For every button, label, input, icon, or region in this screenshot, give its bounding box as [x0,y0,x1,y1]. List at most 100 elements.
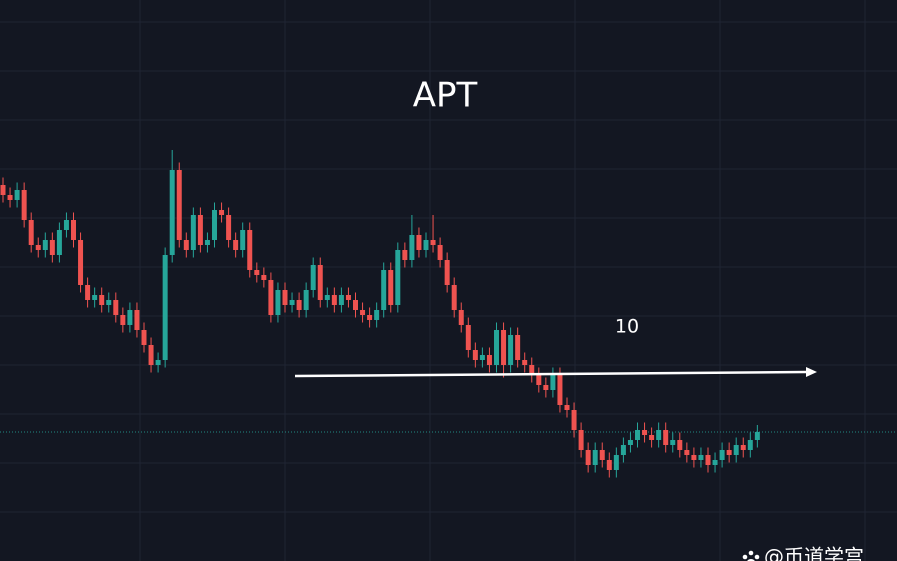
candle-body [557,375,563,405]
chart-title: APT [413,76,478,116]
candle-body [233,240,239,250]
candle-body [63,220,69,230]
candle-body [374,310,380,320]
candle-body [691,455,697,460]
candle-body [14,190,20,200]
watermark-icon [742,550,760,561]
candle-body [472,350,478,360]
candle-body [162,255,168,360]
candle-body [423,240,429,250]
candle-body [620,445,626,455]
candle-body [733,445,739,455]
candle-body [21,190,27,220]
watermark: @币道学宫 [764,545,864,561]
candle-body [28,220,34,245]
candle-body [395,250,401,305]
candle-body [592,450,598,465]
candle-body [719,450,725,460]
candle-body [212,210,217,240]
candle-body [479,355,485,360]
candle-body [642,430,648,435]
candle-body [148,345,154,365]
arrow-head [806,367,817,377]
candle-body [169,170,175,255]
candle-body [204,240,210,245]
candle-body [451,285,457,310]
candle-body [416,235,422,250]
level-label: 10 [615,316,639,338]
candle-body [458,310,464,325]
candle-body [324,295,330,300]
candle-body [226,215,232,240]
candle-body [747,440,753,450]
candle-body [331,295,337,305]
candle-body [183,240,189,250]
candle-body [197,215,203,245]
candle-body [698,455,704,460]
candle-body [606,460,612,470]
candle-body [120,315,126,325]
candle-body [35,245,41,250]
candle-body [240,230,246,250]
candle-body [515,335,521,360]
candle-body [656,430,662,440]
candle-body [71,220,76,240]
candle-body [338,295,344,305]
candle-body [430,240,436,245]
candle-body [684,450,690,455]
candle-body [141,330,147,345]
candle-body [712,460,718,465]
candle-body [402,250,408,260]
candle-body [670,440,676,445]
candle-body [550,375,556,390]
candle-body [388,270,394,305]
candle-body [7,195,13,200]
candle-body [56,230,62,255]
candle-body [155,360,161,365]
candle-body [726,450,732,455]
candle-body [85,285,91,300]
candle-body [381,270,387,310]
candle-body [99,295,105,305]
candle-body [536,375,542,385]
candle-body [49,240,55,255]
candle-body [113,300,119,315]
candle-body [0,185,6,195]
candle-body [705,455,711,465]
candle-body [42,240,48,250]
candle-body [127,310,133,325]
candle-body [543,385,549,390]
candle-body [190,215,196,250]
candle-body [176,170,182,240]
candle-body [261,275,267,280]
candle-body [740,445,746,450]
candle-body [367,315,373,320]
candle-body [247,230,253,270]
candle-body [494,330,499,365]
candles [0,150,897,478]
candle-body [409,235,415,260]
candle-body [578,430,584,450]
candle-body [360,310,366,315]
candle-body [599,450,605,460]
level-arrow [294,370,807,378]
candle-body [437,245,443,260]
candle-body [465,325,471,350]
candle-body [663,430,669,445]
candle-body [219,210,225,215]
candle-body [649,435,655,440]
candle-body [571,410,577,430]
candle-body [106,300,112,305]
candle-body [754,432,760,440]
candle-body [486,355,492,365]
candle-body [303,290,309,310]
candle-body [444,260,450,285]
candle-body [296,300,302,310]
candle-body [677,440,683,450]
candle-body [289,300,295,305]
candle-body [92,295,98,300]
candle-body [585,450,591,465]
candle-body [564,405,570,410]
